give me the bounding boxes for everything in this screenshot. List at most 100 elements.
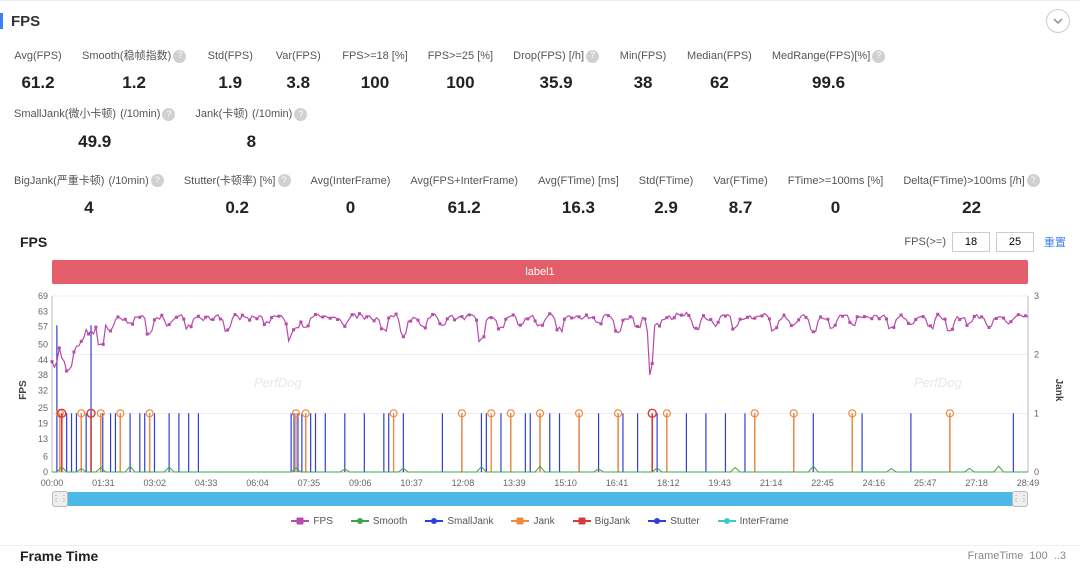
- chart-title: FPS: [20, 234, 47, 250]
- metric-fps-18-: FPS>=18 [%]100: [332, 45, 417, 103]
- metric-stutter-: Stutter(卡顿率) [%]?0.2: [174, 170, 301, 228]
- metric-value: 61.2: [410, 198, 518, 218]
- metric-value: 22: [903, 198, 1040, 218]
- fps-gte-label: FPS(>=): [904, 236, 946, 248]
- frametime-header: Frame Time FrameTime 100 ..3: [0, 545, 1080, 568]
- legend-label: BigJank: [595, 516, 631, 527]
- metric-avg-ftime-ms-: Avg(FTime) [ms]16.3: [528, 170, 629, 228]
- legend-swatch: [573, 520, 591, 522]
- svg-text:44: 44: [38, 355, 48, 365]
- legend-label: SmallJank: [447, 516, 493, 527]
- svg-text:01:31: 01:31: [92, 478, 115, 488]
- svg-text:13: 13: [38, 434, 48, 444]
- frametime-v2: ..3: [1054, 550, 1066, 562]
- help-icon[interactable]: ?: [1027, 174, 1040, 187]
- label-banner[interactable]: label1: [52, 260, 1028, 284]
- metric-std-fps-: Std(FPS)1.9: [196, 45, 264, 103]
- legend-label: Stutter: [670, 516, 699, 527]
- collapse-button[interactable]: [1046, 9, 1070, 33]
- slider-handle-right[interactable]: ⋮⋮: [1012, 491, 1028, 507]
- metric-value: 49.9: [14, 132, 175, 152]
- metric-value: 0: [311, 198, 391, 218]
- metric-value: 100: [342, 73, 407, 93]
- metric-value: 61.2: [14, 73, 62, 93]
- legend-swatch: [291, 520, 309, 522]
- svg-text:09:06: 09:06: [349, 478, 372, 488]
- metric-var-fps-: Var(FPS)3.8: [264, 45, 332, 103]
- metric-value: 62: [687, 73, 752, 93]
- slider-handle-left[interactable]: ⋮⋮: [52, 491, 68, 507]
- svg-text:6: 6: [43, 452, 48, 462]
- svg-text:0: 0: [1034, 467, 1039, 477]
- svg-text:18:12: 18:12: [657, 478, 680, 488]
- help-icon[interactable]: ?: [151, 174, 164, 187]
- legend-stutter[interactable]: Stutter: [648, 516, 699, 527]
- reset-link[interactable]: 重置: [1044, 234, 1066, 250]
- metric-drop-fps-h-: Drop(FPS) [/h]?35.9: [503, 45, 609, 103]
- metric-fps-25-: FPS>=25 [%]100: [418, 45, 503, 103]
- svg-text:06:04: 06:04: [246, 478, 269, 488]
- metric-smalljank-10min-: SmallJank(微小卡顿)(/10min)?49.9: [4, 103, 185, 161]
- help-icon[interactable]: ?: [294, 108, 307, 121]
- svg-text:32: 32: [38, 385, 48, 395]
- metrics-row-1: Avg(FPS)61.2Smooth(稳帧指数)?1.2Std(FPS)1.9V…: [0, 39, 1080, 164]
- svg-text:2: 2: [1034, 350, 1039, 360]
- metric-jank-10min-: Jank(卡顿)(/10min)?8: [185, 103, 317, 161]
- legend-jank[interactable]: Jank: [511, 516, 554, 527]
- chart-legend: FPS Smooth SmallJank Jank BigJank Stutter Inte…: [0, 510, 1080, 537]
- metric-label: Stutter(卡顿率) [%]?: [184, 174, 291, 188]
- metric-label: Drop(FPS) [/h]?: [513, 49, 599, 63]
- metric-value: 38: [619, 73, 667, 93]
- svg-text:3: 3: [1034, 291, 1039, 301]
- metric-std-ftime-: Std(FTime)2.9: [629, 170, 704, 228]
- legend-interframe[interactable]: InterFrame: [718, 516, 789, 527]
- frametime-label: FrameTime: [968, 550, 1024, 562]
- legend-smalljank[interactable]: SmallJank: [425, 516, 493, 527]
- fps-threshold-1-input[interactable]: [952, 232, 990, 252]
- svg-text:0: 0: [43, 467, 48, 477]
- svg-text:1: 1: [1034, 408, 1039, 418]
- svg-text:12:08: 12:08: [452, 478, 475, 488]
- metric-label: Delta(FTime)>100ms [/h]?: [903, 174, 1040, 188]
- svg-text:16:41: 16:41: [606, 478, 629, 488]
- metric-median-fps-: Median(FPS)62: [677, 45, 762, 103]
- svg-text:57: 57: [38, 321, 48, 331]
- metric-min-fps-: Min(FPS)38: [609, 45, 677, 103]
- metric-bigjank-10min-: BigJank(严重卡顿)(/10min)?4: [4, 170, 174, 228]
- help-icon[interactable]: ?: [173, 50, 186, 63]
- help-icon[interactable]: ?: [586, 50, 599, 63]
- metric-label: Avg(FPS): [14, 49, 62, 63]
- frametime-v1: 100: [1029, 550, 1047, 562]
- metric-value: 99.6: [772, 73, 885, 93]
- legend-smooth[interactable]: Smooth: [351, 516, 407, 527]
- metric-value: 8.7: [713, 198, 767, 218]
- fps-threshold-2-input[interactable]: [996, 232, 1034, 252]
- legend-swatch: [425, 520, 443, 522]
- help-icon[interactable]: ?: [872, 50, 885, 63]
- metric-avg-interframe-: Avg(InterFrame)0: [301, 170, 401, 228]
- metric-label: Avg(FTime) [ms]: [538, 174, 619, 188]
- frametime-title: Frame Time: [20, 548, 98, 564]
- chevron-down-icon: [1053, 16, 1063, 26]
- metric-label: MedRange(FPS)[%]?: [772, 49, 885, 63]
- legend-swatch: [648, 520, 666, 522]
- chart-header: FPS FPS(>=) 重置: [0, 230, 1080, 256]
- metric-avg-fps-interframe-: Avg(FPS+InterFrame)61.2: [400, 170, 528, 228]
- metric-avg-fps-: Avg(FPS) 61.2: [4, 45, 72, 103]
- legend-swatch: [351, 520, 369, 522]
- help-icon[interactable]: ?: [278, 174, 291, 187]
- metric-label: FPS>=25 [%]: [428, 49, 493, 63]
- metric-value: 0: [788, 198, 884, 218]
- legend-bigjank[interactable]: BigJank: [573, 516, 631, 527]
- fps-threshold-controls: FPS(>=) 重置: [904, 232, 1066, 252]
- svg-text:50: 50: [38, 339, 48, 349]
- time-range-slider[interactable]: ⋮⋮ ⋮⋮: [52, 492, 1028, 506]
- fps-chart[interactable]: 0613192532384450576369012300:0001:3103:0…: [14, 290, 1066, 490]
- legend-fps[interactable]: FPS: [291, 516, 332, 527]
- metric-label: Std(FTime): [639, 174, 694, 188]
- metric-label: Var(FPS): [274, 49, 322, 63]
- help-icon[interactable]: ?: [162, 108, 175, 121]
- metric-label: Jank(卡顿)(/10min)?: [195, 107, 307, 121]
- svg-text:03:02: 03:02: [143, 478, 166, 488]
- svg-text:00:00: 00:00: [41, 478, 64, 488]
